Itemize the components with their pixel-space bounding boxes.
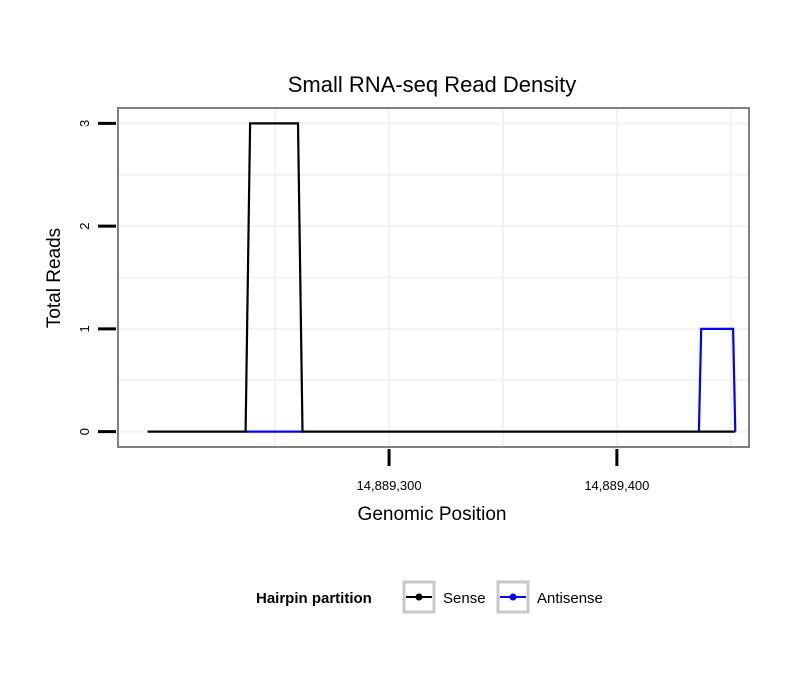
legend-label-antisense: Antisense xyxy=(537,590,603,607)
x-axis: 14,889,300 14,889,400 xyxy=(357,449,649,493)
legend: Hairpin partition Sense Antisense xyxy=(256,580,603,614)
series-layer xyxy=(147,122,737,433)
y-axis-title: Total Reads xyxy=(44,228,65,328)
x-tick-label-0: 14,889,300 xyxy=(357,478,422,493)
legend-title: Hairpin partition xyxy=(256,590,372,607)
y-tick-label-2: 2 xyxy=(77,223,92,230)
grid-lines xyxy=(118,108,749,447)
y-tick-label-3: 3 xyxy=(77,120,92,127)
legend-key-sense-dot xyxy=(415,593,423,601)
y-tick-label-0: 0 xyxy=(77,428,92,435)
legend-entry-antisense: Antisense xyxy=(496,580,603,614)
chart-title: Small RNA-seq Read Density xyxy=(288,72,577,97)
y-tick-label-1: 1 xyxy=(77,325,92,332)
legend-label-sense: Sense xyxy=(443,590,486,607)
legend-key-antisense-dot xyxy=(509,593,517,601)
series-line-antisense xyxy=(245,327,737,433)
series-line-sense xyxy=(147,122,736,433)
y-axis: 0 1 2 3 xyxy=(77,120,116,435)
plot-panel-border xyxy=(117,107,750,448)
x-tick-label-1: 14,889,400 xyxy=(584,478,649,493)
legend-entry-sense: Sense xyxy=(402,580,486,614)
x-axis-title: Genomic Position xyxy=(358,504,507,525)
